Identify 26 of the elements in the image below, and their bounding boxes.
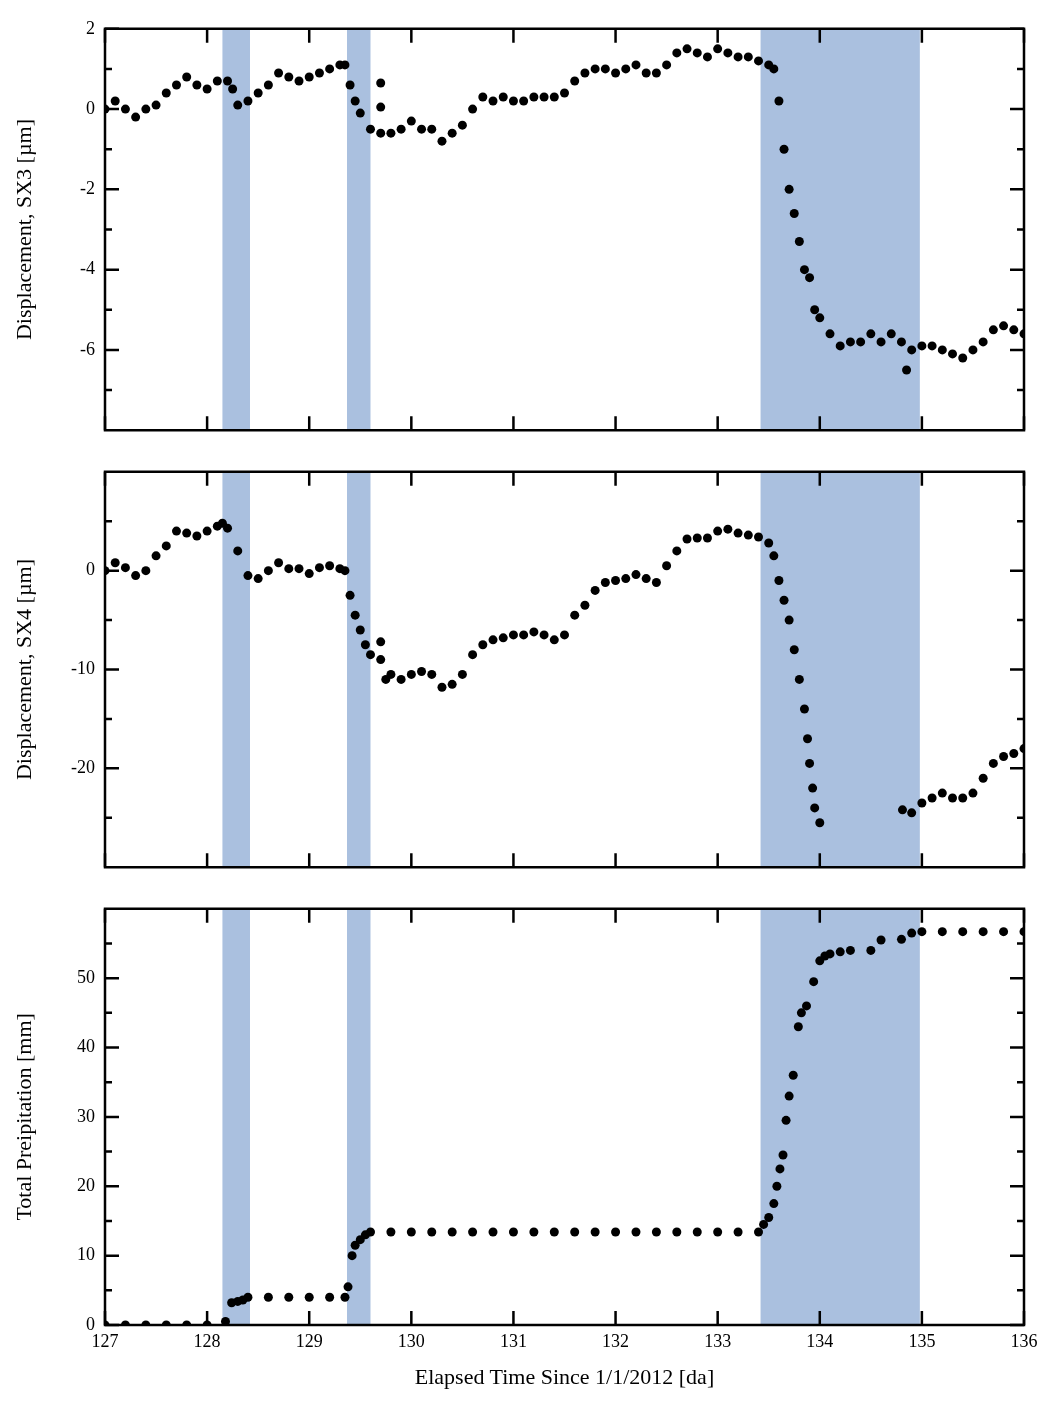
x-tick-label: 129 xyxy=(295,1330,323,1351)
x-axis-title: Elapsed Time Since 1/1/2012 [da] xyxy=(414,1363,715,1389)
x-tick-label: 135 xyxy=(908,1330,936,1351)
y-tick-label: 50 xyxy=(77,966,95,987)
y-tick-label: 0 xyxy=(86,559,95,580)
y-tick-label: -10 xyxy=(71,658,95,679)
x-tick-label: 134 xyxy=(806,1330,834,1351)
y-axis-title: Displacement, SX3 [µm] xyxy=(10,118,36,341)
y-tick-label: 20 xyxy=(77,1175,95,1195)
y-axis-title: Displacement, SX4 [µm] xyxy=(10,558,36,781)
x-tick-label: 132 xyxy=(602,1330,630,1351)
x-tick-label: 128 xyxy=(193,1330,221,1351)
x-tick-label: 133 xyxy=(704,1330,732,1351)
x-tick-label: 130 xyxy=(397,1330,425,1351)
y-tick-label: 40 xyxy=(77,1036,95,1057)
y-tick-label: -4 xyxy=(80,258,95,279)
y-tick-label: 2 xyxy=(86,17,95,38)
y-tick-label: -20 xyxy=(71,757,95,778)
y-tick-label: -6 xyxy=(80,338,95,359)
x-tick-label: 131 xyxy=(499,1330,527,1351)
x-tick-label: 136 xyxy=(1010,1330,1038,1351)
y-tick-label: 10 xyxy=(77,1244,95,1265)
y-axis-title: Total Preipitation [mm] xyxy=(10,1013,36,1221)
y-tick-label: -2 xyxy=(80,178,95,199)
y-tick-label: 0 xyxy=(86,97,95,118)
y-tick-label: 30 xyxy=(77,1105,95,1126)
